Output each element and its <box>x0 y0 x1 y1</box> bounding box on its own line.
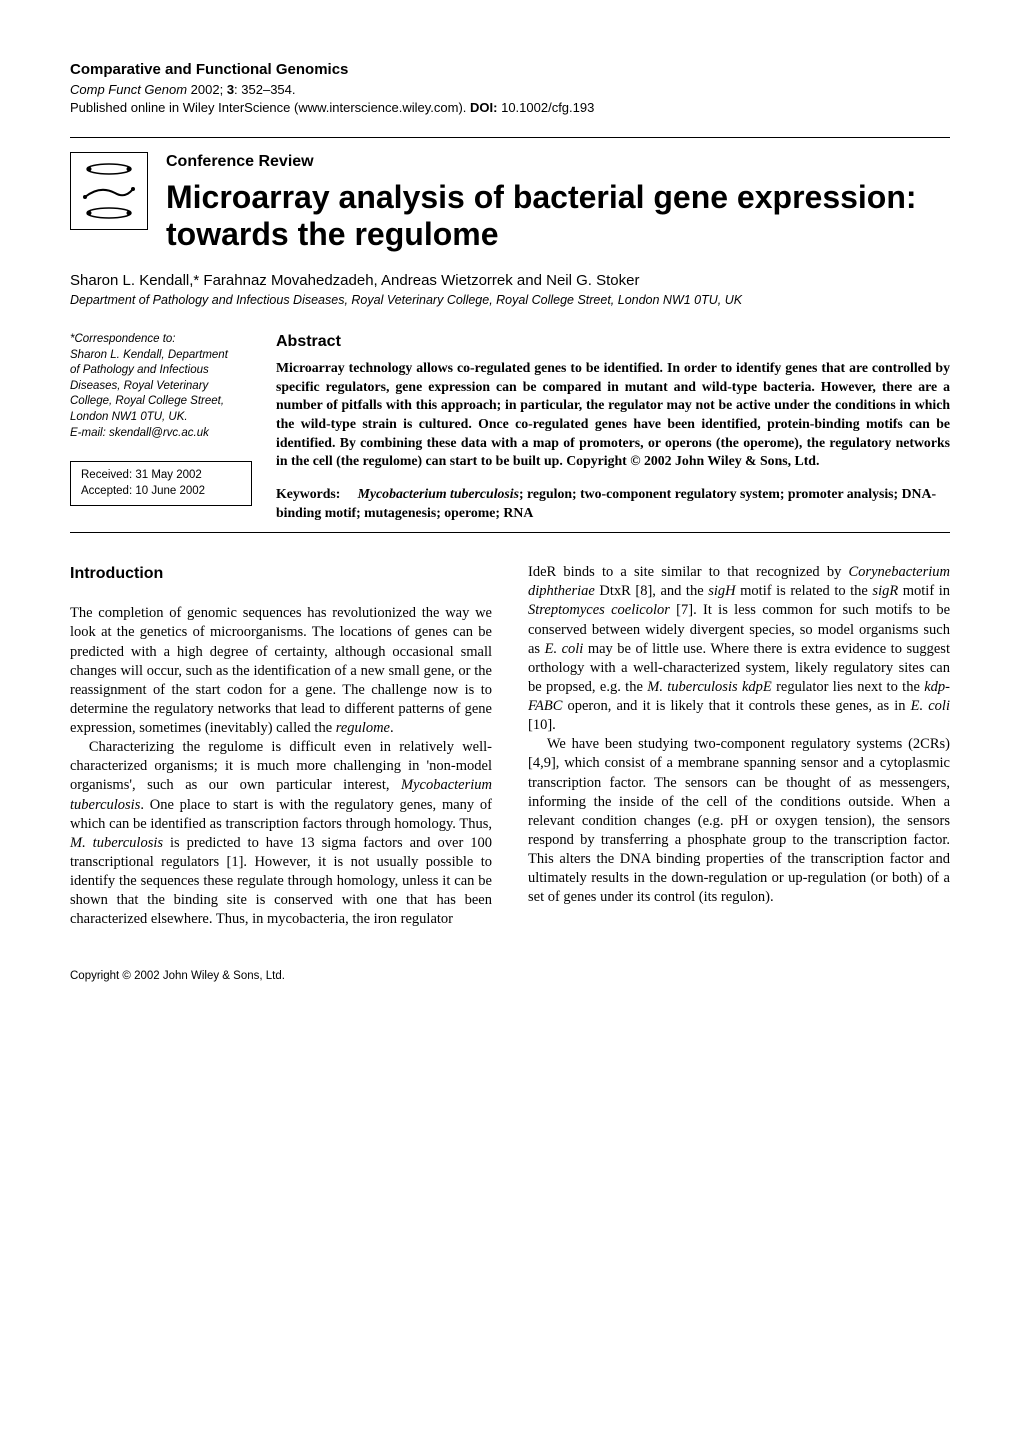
c2p1g: regulator lies next to the <box>772 679 924 695</box>
title-text-block: Conference Review Microarray analysis of… <box>166 152 950 252</box>
title-block: Conference Review Microarray analysis of… <box>70 152 950 252</box>
intro-p1: The completion of genomic sequences has … <box>70 604 492 738</box>
correspondence-l5: College, Royal College Street, <box>70 394 252 410</box>
col2-p1: IdeR binds to a site similar to that rec… <box>528 563 950 735</box>
c2p1i2: sigH <box>708 583 735 599</box>
c2p1i3: sigR <box>872 583 898 599</box>
abstract-column: Abstract Microarray technology allows co… <box>276 332 950 522</box>
p1b: . <box>390 720 394 736</box>
c2p1i: [10]. <box>528 717 556 733</box>
body-columns: Introduction The completion of genomic s… <box>70 563 950 929</box>
citation-rest: 2002; <box>187 82 227 97</box>
correspondence-l3: of Pathology and Infectious <box>70 363 252 379</box>
meta-abstract-row: *Correspondence to: Sharon L. Kendall, D… <box>70 332 950 522</box>
keywords-label: Keywords: <box>276 486 340 501</box>
c2p1d: motif in <box>898 583 950 599</box>
abstract-heading: Abstract <box>276 332 950 353</box>
journal-pages: : 352–354. <box>234 82 295 97</box>
journal-citation: Comp Funct Genom 2002; 3: 352–354. <box>70 82 950 99</box>
date-received: Received: 31 May 2002 <box>81 468 241 484</box>
c2p1i5: E. coli <box>545 641 584 657</box>
body-column-left: Introduction The completion of genomic s… <box>70 563 492 929</box>
p1-regulome: regulome <box>336 720 390 736</box>
p1a: The completion of genomic sequences has … <box>70 605 492 736</box>
p2i2: M. tuberculosis <box>70 835 163 851</box>
divider-mid <box>70 532 950 533</box>
journal-header: Comparative and Functional Genomics Comp… <box>70 60 950 117</box>
abstract-text: Microarray technology allows co-regulate… <box>276 359 950 471</box>
keywords: Keywords: Mycobacterium tuberculosis; re… <box>276 485 950 522</box>
c2p1i8: E. coli <box>911 698 950 714</box>
doi-label: DOI: <box>470 100 497 115</box>
date-accepted: Accepted: 10 June 2002 <box>81 484 241 500</box>
divider-top <box>70 137 950 138</box>
c2p1a: IdeR binds to a site similar to that rec… <box>528 564 849 580</box>
col2-p2: We have been studying two-component regu… <box>528 735 950 907</box>
online-prefix: Published online in Wiley InterScience (… <box>70 100 470 115</box>
dates-box: Received: 31 May 2002 Accepted: 10 June … <box>70 461 252 506</box>
correspondence-name: Sharon L. Kendall, Department <box>70 348 252 364</box>
correspondence-l6: London NW1 0TU, UK. <box>70 410 252 426</box>
correspondence-l4: Diseases, Royal Veterinary <box>70 379 252 395</box>
introduction-heading: Introduction <box>70 563 492 584</box>
affiliation: Department of Pathology and Infectious D… <box>70 292 950 308</box>
intro-p2: Characterizing the regulome is difficult… <box>70 738 492 929</box>
c2p1i4: Streptomyces coelicolor <box>528 602 670 618</box>
correspondence-star: *Correspondence to: <box>70 332 252 348</box>
journal-logo-icon <box>70 152 148 230</box>
correspondence-email: E-mail: skendall@rvc.ac.uk <box>70 426 252 442</box>
journal-name: Comparative and Functional Genomics <box>70 60 950 80</box>
conference-review-label: Conference Review <box>166 152 950 173</box>
c2p1h: operon, and it is likely that it control… <box>562 698 910 714</box>
body-column-right: IdeR binds to a site similar to that rec… <box>528 563 950 929</box>
journal-volume: 3 <box>227 82 234 97</box>
c2p1i6: M. tuberculosis kdpE <box>647 679 772 695</box>
copyright-footer: Copyright © 2002 John Wiley & Sons, Ltd. <box>70 969 950 984</box>
authors: Sharon L. Kendall,* Farahnaz Movahedzade… <box>70 271 950 291</box>
doi-value: 10.1002/cfg.193 <box>497 100 594 115</box>
journal-online: Published online in Wiley InterScience (… <box>70 100 950 117</box>
keywords-italic: Mycobacterium tuberculosis <box>358 486 519 501</box>
paper-title: Microarray analysis of bacterial gene ex… <box>166 179 950 253</box>
correspondence: *Correspondence to: Sharon L. Kendall, D… <box>70 332 252 441</box>
c2p1b: DtxR [8], and the <box>595 583 708 599</box>
left-meta-col: *Correspondence to: Sharon L. Kendall, D… <box>70 332 252 522</box>
c2p1c: motif is related to the <box>736 583 873 599</box>
citation-italic: Comp Funct Genom <box>70 82 187 97</box>
